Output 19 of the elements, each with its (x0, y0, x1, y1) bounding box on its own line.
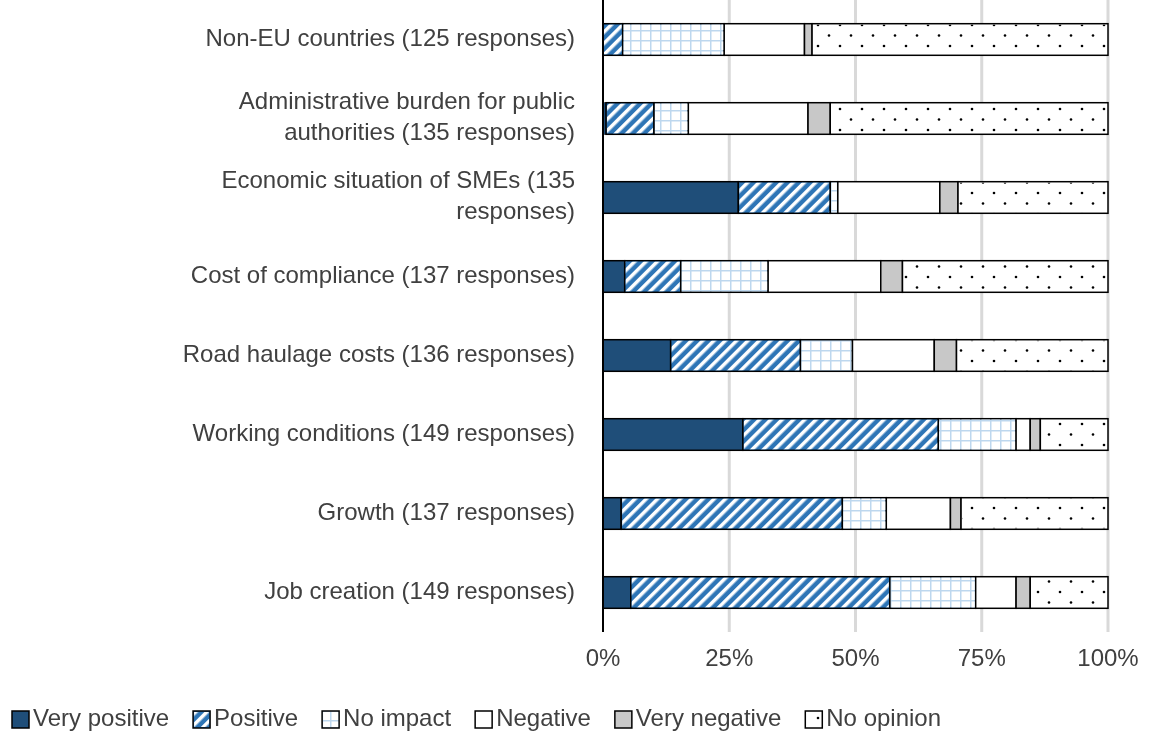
legend-label: Positive (214, 704, 299, 732)
y-tick-label: Road haulage costs (136 responses) (182, 339, 575, 367)
legend-label: Negative (496, 704, 591, 732)
y-tick-label: Working conditions (149 responses) (192, 418, 575, 446)
x-tick-label: 75% (957, 644, 1006, 672)
legend-label: No impact (343, 704, 452, 732)
y-tick-label: Non-EU countries (125 responses) (205, 23, 575, 51)
y-tick-label: Cost of compliance (137 responses) (190, 260, 575, 288)
x-tick-label: 50% (831, 644, 880, 672)
legend-label: Very negative (635, 704, 782, 732)
y-tick-label: Growth (137 responses) (317, 497, 575, 525)
x-tick-label: 0% (585, 644, 621, 672)
y-tick-label: Job creation (149 responses) (264, 576, 575, 604)
y-tick-label: Administrative burden for public authorities (135 responses) (238, 87, 575, 146)
legend-label: No opinion (826, 704, 942, 732)
x-tick-label: 25% (705, 644, 754, 672)
x-tick-label: 100% (1077, 644, 1139, 672)
y-tick-label: Economic situation of SMEs (135 responses) (221, 166, 575, 225)
legend-label: Very positive (33, 704, 170, 732)
